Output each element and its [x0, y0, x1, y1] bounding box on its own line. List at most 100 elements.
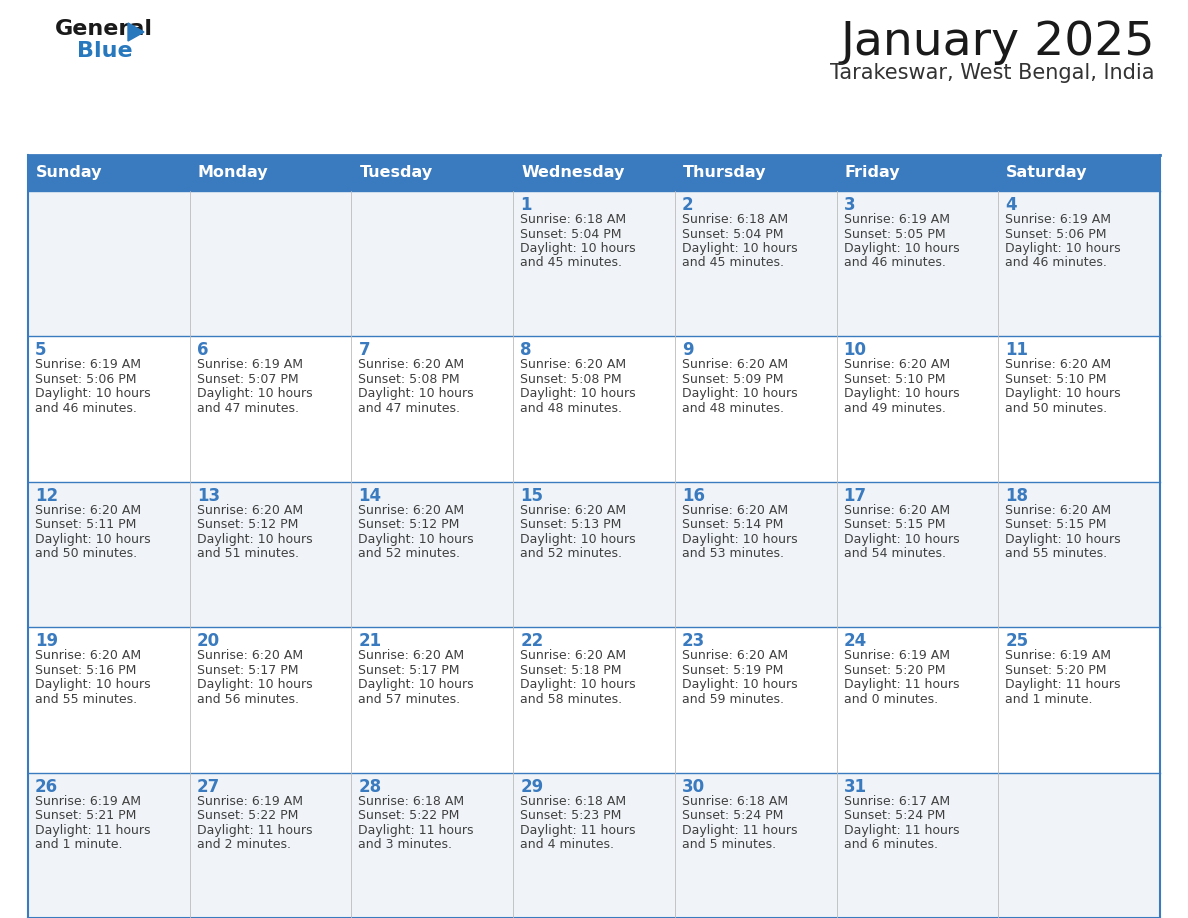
Text: Sunrise: 6:19 AM: Sunrise: 6:19 AM: [843, 649, 949, 662]
Text: 30: 30: [682, 778, 704, 796]
Text: Sunset: 5:18 PM: Sunset: 5:18 PM: [520, 664, 621, 677]
Text: Sunrise: 6:18 AM: Sunrise: 6:18 AM: [520, 213, 626, 226]
Text: and 6 minutes.: and 6 minutes.: [843, 838, 937, 851]
Text: 22: 22: [520, 633, 543, 650]
Text: Sunrise: 6:20 AM: Sunrise: 6:20 AM: [520, 649, 626, 662]
Text: and 49 minutes.: and 49 minutes.: [843, 402, 946, 415]
Text: Daylight: 10 hours: Daylight: 10 hours: [34, 387, 151, 400]
Text: and 58 minutes.: and 58 minutes.: [520, 693, 623, 706]
Text: Thursday: Thursday: [683, 165, 766, 181]
Text: Sunset: 5:04 PM: Sunset: 5:04 PM: [682, 228, 783, 241]
Text: Daylight: 10 hours: Daylight: 10 hours: [682, 678, 797, 691]
Text: Sunset: 5:10 PM: Sunset: 5:10 PM: [1005, 373, 1107, 386]
Text: Sunset: 5:12 PM: Sunset: 5:12 PM: [197, 519, 298, 532]
Text: Daylight: 11 hours: Daylight: 11 hours: [682, 823, 797, 836]
Text: 12: 12: [34, 487, 58, 505]
Text: Sunrise: 6:20 AM: Sunrise: 6:20 AM: [34, 504, 141, 517]
Text: Sunset: 5:17 PM: Sunset: 5:17 PM: [359, 664, 460, 677]
Text: Daylight: 10 hours: Daylight: 10 hours: [520, 532, 636, 546]
Text: Sunset: 5:12 PM: Sunset: 5:12 PM: [359, 519, 460, 532]
Text: Daylight: 10 hours: Daylight: 10 hours: [843, 387, 959, 400]
Text: Sunset: 5:21 PM: Sunset: 5:21 PM: [34, 809, 137, 823]
Text: 28: 28: [359, 778, 381, 796]
Text: and 46 minutes.: and 46 minutes.: [843, 256, 946, 270]
Text: and 50 minutes.: and 50 minutes.: [34, 547, 137, 560]
Text: and 55 minutes.: and 55 minutes.: [34, 693, 137, 706]
Text: Daylight: 10 hours: Daylight: 10 hours: [197, 678, 312, 691]
Text: Daylight: 10 hours: Daylight: 10 hours: [520, 678, 636, 691]
Text: Sunrise: 6:19 AM: Sunrise: 6:19 AM: [197, 795, 303, 808]
Text: Sunset: 5:08 PM: Sunset: 5:08 PM: [520, 373, 621, 386]
Text: Sunrise: 6:20 AM: Sunrise: 6:20 AM: [520, 504, 626, 517]
Text: 27: 27: [197, 778, 220, 796]
Text: Tuesday: Tuesday: [360, 165, 432, 181]
Text: Daylight: 10 hours: Daylight: 10 hours: [1005, 387, 1121, 400]
Text: Sunrise: 6:20 AM: Sunrise: 6:20 AM: [359, 649, 465, 662]
Text: Daylight: 11 hours: Daylight: 11 hours: [34, 823, 151, 836]
Text: Sunset: 5:05 PM: Sunset: 5:05 PM: [843, 228, 946, 241]
Text: Sunrise: 6:17 AM: Sunrise: 6:17 AM: [843, 795, 949, 808]
Text: Daylight: 10 hours: Daylight: 10 hours: [682, 532, 797, 546]
Text: Sunset: 5:17 PM: Sunset: 5:17 PM: [197, 664, 298, 677]
Text: Sunset: 5:11 PM: Sunset: 5:11 PM: [34, 519, 137, 532]
Text: Sunset: 5:24 PM: Sunset: 5:24 PM: [843, 809, 944, 823]
Text: Daylight: 10 hours: Daylight: 10 hours: [359, 387, 474, 400]
Text: and 55 minutes.: and 55 minutes.: [1005, 547, 1107, 560]
Text: Daylight: 10 hours: Daylight: 10 hours: [359, 678, 474, 691]
Text: General: General: [55, 19, 153, 39]
Text: 5: 5: [34, 341, 46, 360]
Text: Sunrise: 6:19 AM: Sunrise: 6:19 AM: [1005, 649, 1111, 662]
Text: and 47 minutes.: and 47 minutes.: [359, 402, 461, 415]
Text: 8: 8: [520, 341, 532, 360]
Text: 20: 20: [197, 633, 220, 650]
Bar: [29, 627, 1159, 773]
Text: Sunset: 5:06 PM: Sunset: 5:06 PM: [1005, 228, 1107, 241]
Text: 3: 3: [843, 196, 855, 214]
Text: and 48 minutes.: and 48 minutes.: [520, 402, 623, 415]
Text: 1: 1: [520, 196, 532, 214]
Text: Sunset: 5:10 PM: Sunset: 5:10 PM: [843, 373, 946, 386]
Text: Sunrise: 6:19 AM: Sunrise: 6:19 AM: [34, 795, 141, 808]
Text: Sunrise: 6:18 AM: Sunrise: 6:18 AM: [682, 795, 788, 808]
Text: and 1 minute.: and 1 minute.: [1005, 693, 1093, 706]
Bar: [29, 336, 1159, 482]
Text: Sunrise: 6:19 AM: Sunrise: 6:19 AM: [197, 358, 303, 372]
Text: and 56 minutes.: and 56 minutes.: [197, 693, 298, 706]
Text: Sunrise: 6:20 AM: Sunrise: 6:20 AM: [843, 504, 949, 517]
Text: Sunrise: 6:20 AM: Sunrise: 6:20 AM: [682, 504, 788, 517]
Text: Sunrise: 6:20 AM: Sunrise: 6:20 AM: [197, 649, 303, 662]
Text: and 59 minutes.: and 59 minutes.: [682, 693, 784, 706]
Text: and 52 minutes.: and 52 minutes.: [359, 547, 461, 560]
Text: Sunset: 5:22 PM: Sunset: 5:22 PM: [359, 809, 460, 823]
Text: 17: 17: [843, 487, 867, 505]
Text: Daylight: 10 hours: Daylight: 10 hours: [682, 242, 797, 255]
Text: Daylight: 11 hours: Daylight: 11 hours: [843, 823, 959, 836]
Text: Sunrise: 6:20 AM: Sunrise: 6:20 AM: [197, 504, 303, 517]
Text: 19: 19: [34, 633, 58, 650]
Text: 29: 29: [520, 778, 543, 796]
Text: and 54 minutes.: and 54 minutes.: [843, 547, 946, 560]
Text: Sunset: 5:15 PM: Sunset: 5:15 PM: [843, 519, 946, 532]
Text: Sunday: Sunday: [36, 165, 102, 181]
Text: Friday: Friday: [845, 165, 901, 181]
Text: 11: 11: [1005, 341, 1029, 360]
Text: Sunset: 5:22 PM: Sunset: 5:22 PM: [197, 809, 298, 823]
Text: 16: 16: [682, 487, 704, 505]
Text: Sunrise: 6:19 AM: Sunrise: 6:19 AM: [1005, 213, 1111, 226]
Text: and 3 minutes.: and 3 minutes.: [359, 838, 453, 851]
Bar: [29, 191, 1159, 336]
Text: 24: 24: [843, 633, 867, 650]
Text: Sunrise: 6:20 AM: Sunrise: 6:20 AM: [359, 504, 465, 517]
Text: and 5 minutes.: and 5 minutes.: [682, 838, 776, 851]
Text: 31: 31: [843, 778, 867, 796]
Text: Sunset: 5:08 PM: Sunset: 5:08 PM: [359, 373, 460, 386]
Text: and 57 minutes.: and 57 minutes.: [359, 693, 461, 706]
Text: Sunrise: 6:20 AM: Sunrise: 6:20 AM: [843, 358, 949, 372]
Text: 7: 7: [359, 341, 369, 360]
Text: Sunrise: 6:18 AM: Sunrise: 6:18 AM: [520, 795, 626, 808]
Text: Sunset: 5:09 PM: Sunset: 5:09 PM: [682, 373, 783, 386]
Text: Daylight: 10 hours: Daylight: 10 hours: [843, 242, 959, 255]
Text: Daylight: 10 hours: Daylight: 10 hours: [359, 532, 474, 546]
Text: Daylight: 10 hours: Daylight: 10 hours: [34, 532, 151, 546]
Text: Daylight: 10 hours: Daylight: 10 hours: [34, 678, 151, 691]
